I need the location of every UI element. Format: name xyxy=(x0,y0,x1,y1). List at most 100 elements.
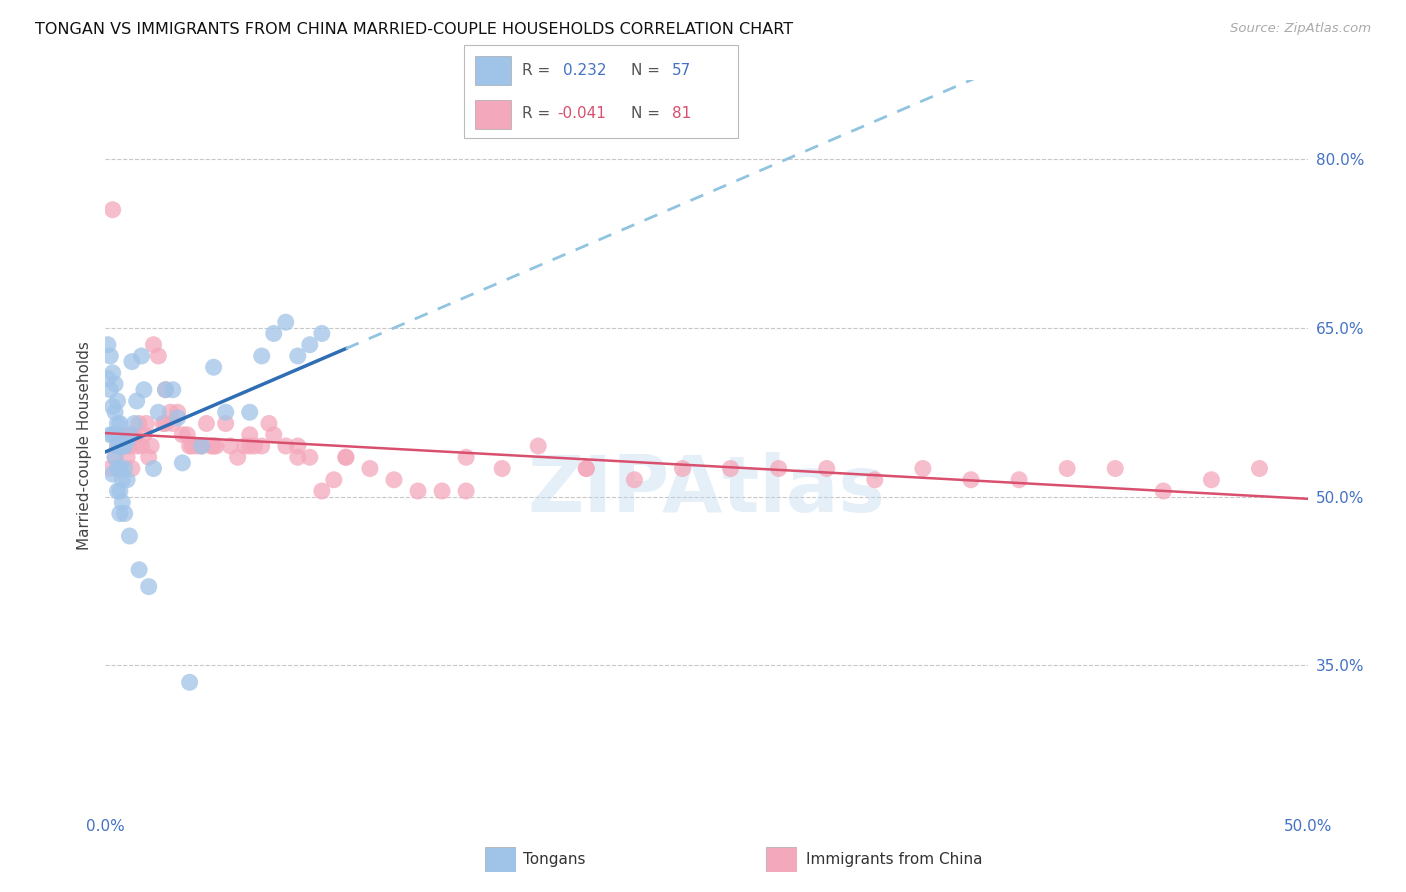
Point xyxy=(1152,483,1174,498)
Point xyxy=(98,383,121,397)
Point xyxy=(239,439,262,453)
Point xyxy=(162,417,184,431)
Point xyxy=(430,483,453,498)
Point xyxy=(250,349,273,363)
Point xyxy=(162,383,184,397)
Point xyxy=(274,439,297,453)
Point xyxy=(107,483,129,498)
Point xyxy=(960,473,983,487)
Text: R =: R = xyxy=(522,106,550,121)
Point xyxy=(107,394,129,409)
Point xyxy=(131,349,153,363)
Point xyxy=(142,461,165,475)
Point xyxy=(128,563,150,577)
Point xyxy=(111,439,134,453)
Text: -0.041: -0.041 xyxy=(557,106,606,121)
Point xyxy=(155,383,177,397)
Point xyxy=(111,473,134,487)
Point xyxy=(190,439,212,453)
Point xyxy=(148,405,170,419)
Point xyxy=(114,461,136,475)
Point xyxy=(98,427,121,442)
Point xyxy=(132,383,155,397)
Text: Immigrants from China: Immigrants from China xyxy=(806,853,983,867)
Point xyxy=(1056,461,1078,475)
Point xyxy=(233,439,256,453)
Point xyxy=(138,580,160,594)
Point xyxy=(155,383,177,397)
Point xyxy=(172,427,194,442)
Point xyxy=(114,439,136,453)
Point xyxy=(768,461,790,475)
Point xyxy=(115,450,138,465)
Point xyxy=(114,507,136,521)
Point xyxy=(671,461,693,475)
Point xyxy=(98,461,121,475)
Point xyxy=(575,461,598,475)
Point xyxy=(239,427,262,442)
Point xyxy=(125,394,148,409)
Point xyxy=(311,483,333,498)
Point xyxy=(118,439,141,453)
Point xyxy=(108,507,131,521)
Point xyxy=(214,405,236,419)
Point xyxy=(200,439,222,453)
Point xyxy=(179,439,201,453)
Point xyxy=(107,439,129,453)
Point xyxy=(863,473,886,487)
Point xyxy=(1104,461,1126,475)
Text: R =: R = xyxy=(522,62,550,78)
FancyBboxPatch shape xyxy=(766,847,797,872)
Point xyxy=(104,450,127,465)
Point xyxy=(107,461,129,475)
Point xyxy=(287,450,309,465)
Text: Source: ZipAtlas.com: Source: ZipAtlas.com xyxy=(1230,22,1371,36)
Point xyxy=(104,405,127,419)
Point xyxy=(298,450,321,465)
Point xyxy=(118,529,141,543)
Text: N =: N = xyxy=(631,62,661,78)
Point xyxy=(104,427,127,442)
Point xyxy=(101,427,124,442)
Point xyxy=(239,405,262,419)
Point xyxy=(155,417,177,431)
Point xyxy=(1201,473,1223,487)
Point xyxy=(139,439,162,453)
Point xyxy=(115,473,138,487)
Point xyxy=(159,405,181,419)
Point xyxy=(454,483,477,498)
Point xyxy=(359,461,381,475)
FancyBboxPatch shape xyxy=(464,45,738,138)
Point xyxy=(623,473,645,487)
Point xyxy=(720,461,742,475)
Point xyxy=(107,439,129,453)
Point xyxy=(98,349,121,363)
FancyBboxPatch shape xyxy=(475,56,510,85)
Point xyxy=(135,417,157,431)
Point xyxy=(205,439,228,453)
FancyBboxPatch shape xyxy=(475,100,510,129)
Point xyxy=(491,461,513,475)
Point xyxy=(186,439,208,453)
Text: 81: 81 xyxy=(672,106,692,121)
Text: Tongans: Tongans xyxy=(523,853,585,867)
Point xyxy=(287,439,309,453)
Point xyxy=(104,377,127,392)
Point xyxy=(166,405,188,419)
Point xyxy=(111,439,134,453)
Point xyxy=(108,417,131,431)
Point xyxy=(226,450,249,465)
Point xyxy=(121,354,143,368)
Text: 0.232: 0.232 xyxy=(562,62,606,78)
Point xyxy=(108,439,131,453)
Point xyxy=(142,337,165,351)
Point xyxy=(101,366,124,380)
Point xyxy=(298,337,321,351)
Point xyxy=(243,439,266,453)
Point xyxy=(172,456,194,470)
Point xyxy=(108,427,131,442)
Text: TONGAN VS IMMIGRANTS FROM CHINA MARRIED-COUPLE HOUSEHOLDS CORRELATION CHART: TONGAN VS IMMIGRANTS FROM CHINA MARRIED-… xyxy=(35,22,793,37)
Point xyxy=(274,315,297,329)
Point xyxy=(115,434,138,448)
Point xyxy=(179,675,201,690)
